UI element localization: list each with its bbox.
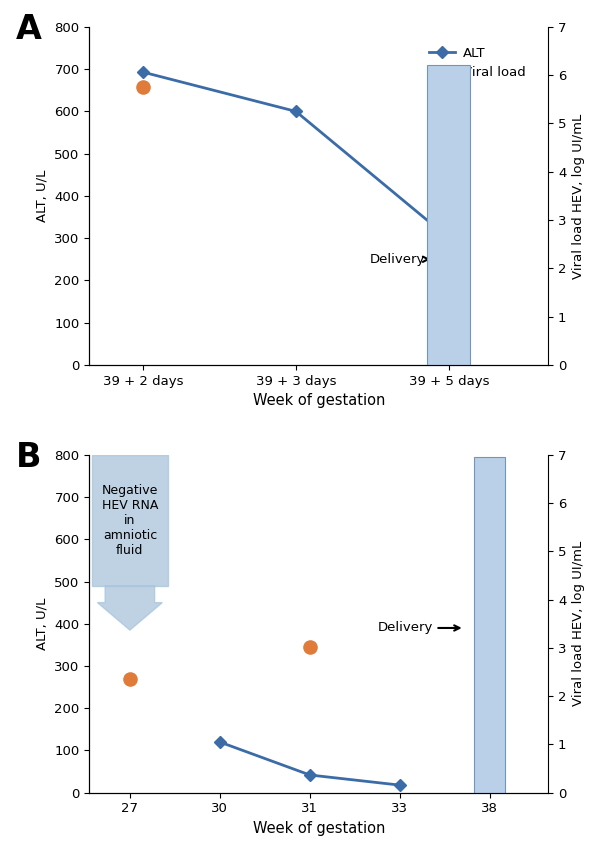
Text: Delivery: Delivery	[377, 621, 460, 635]
Bar	[474, 457, 505, 793]
Y-axis label: ALT, U/L: ALT, U/L	[36, 597, 49, 650]
FancyBboxPatch shape	[92, 454, 167, 585]
Point	[305, 640, 314, 654]
Bar	[427, 65, 470, 365]
Text: Delivery: Delivery	[369, 253, 430, 266]
Point	[138, 80, 148, 94]
Y-axis label: ALT, U/L: ALT, U/L	[36, 169, 49, 222]
Text: Negative
HEV RNA
in
amniotic
fluid: Negative HEV RNA in amniotic fluid	[101, 483, 158, 557]
Y-axis label: Viral load HEV, log UI/mL: Viral load HEV, log UI/mL	[572, 113, 585, 278]
Text: A: A	[16, 14, 42, 47]
Y-axis label: Viral load HEV, log UI/mL: Viral load HEV, log UI/mL	[572, 541, 585, 706]
X-axis label: Week of gestation: Week of gestation	[253, 393, 385, 408]
X-axis label: Week of gestation: Week of gestation	[253, 821, 385, 836]
Point	[125, 671, 134, 685]
Legend: ALT, Viral load: ALT, Viral load	[422, 40, 532, 86]
Text: B: B	[16, 442, 41, 474]
FancyArrow shape	[97, 585, 162, 630]
